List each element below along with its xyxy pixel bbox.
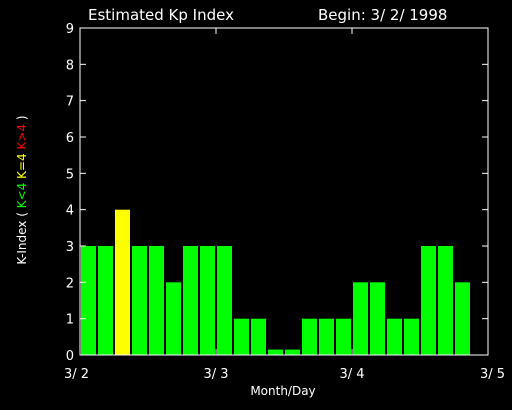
kp-bar xyxy=(149,246,164,355)
y-axis-title-k-low: K<4 xyxy=(15,183,29,209)
y-tick-label: 0 xyxy=(66,349,74,364)
kp-bar xyxy=(200,246,215,355)
kp-bar xyxy=(115,209,130,355)
y-axis-title-k-mid: K=4 xyxy=(15,153,29,179)
kp-bar xyxy=(234,318,249,355)
kp-bar xyxy=(438,246,453,355)
kp-bar xyxy=(353,282,368,355)
kp-bar xyxy=(183,246,198,355)
y-axis-title-suffix: ) xyxy=(15,115,29,120)
y-tick-label: 6 xyxy=(66,131,74,146)
kp-bar xyxy=(421,246,436,355)
y-tick-label: 2 xyxy=(66,276,74,291)
y-tick-label: 8 xyxy=(66,58,74,73)
y-tick-label: 9 xyxy=(66,22,74,37)
kp-bar xyxy=(217,246,232,355)
x-tick-label: 3/ 4 xyxy=(339,367,364,382)
x-tick-label: 3/ 2 xyxy=(64,367,89,382)
kp-bar xyxy=(285,349,300,355)
y-tick-label: 1 xyxy=(66,313,74,328)
kp-bar xyxy=(302,318,317,355)
x-axis-title: Month/Day xyxy=(250,384,315,398)
kp-bar xyxy=(455,282,470,355)
y-tick-label: 3 xyxy=(66,240,74,255)
x-tick-label: 3/ 3 xyxy=(203,367,228,382)
kp-bar xyxy=(370,282,385,355)
kp-bar xyxy=(336,318,351,355)
chart-title: Estimated Kp Index xyxy=(88,6,234,24)
x-tick-label: 3/ 5 xyxy=(480,367,505,382)
kp-bar xyxy=(98,246,113,355)
y-tick-label: 5 xyxy=(66,167,74,182)
kp-bar xyxy=(319,318,334,355)
bars-group xyxy=(81,209,470,355)
x-axis-ticks: 3/ 2 3/ 3 3/ 4 3/ 5 xyxy=(64,28,505,382)
plot-frame xyxy=(79,27,489,356)
y-tick-label: 4 xyxy=(66,204,74,219)
chart-subtitle: Begin: 3/ 2/ 1998 xyxy=(318,6,447,24)
kp-bar xyxy=(387,318,402,355)
y-axis-title: K-Index ( K<4 K=4 K>4 ) xyxy=(15,115,29,264)
y-axis-title-prefix: K-Index ( xyxy=(15,212,29,264)
kp-bar xyxy=(166,282,181,355)
kp-bar xyxy=(404,318,419,355)
kp-bar xyxy=(268,349,283,355)
kp-bar xyxy=(132,246,147,355)
y-axis-title-k-high: K>4 xyxy=(15,124,29,150)
kp-bar xyxy=(251,318,266,355)
kp-bar xyxy=(81,246,96,355)
y-axis-ticks: 0 1 2 3 4 5 6 7 8 9 xyxy=(66,22,488,364)
y-tick-label: 7 xyxy=(66,95,74,110)
